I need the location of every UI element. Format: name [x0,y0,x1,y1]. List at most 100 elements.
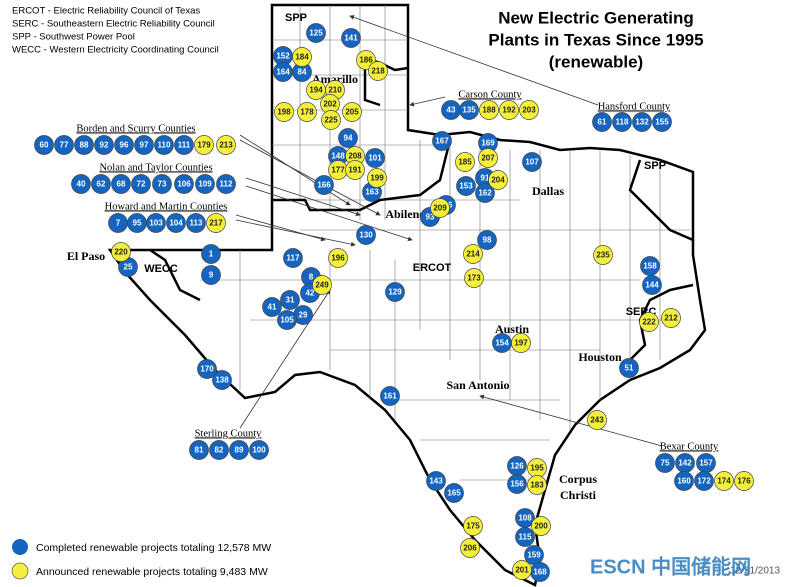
project-marker [314,175,334,195]
project-marker [201,265,221,285]
project-label: 162 [478,189,492,198]
project-marker [146,213,166,233]
project-label: 217 [209,219,223,228]
project-label: 108 [518,514,532,523]
project-label: 206 [463,544,477,553]
project-marker [499,100,519,120]
project-label: 112 [220,180,233,189]
project-label: 175 [466,522,480,531]
county-label: Hansford County [598,101,671,112]
project-marker [321,110,341,130]
project-marker [714,471,734,491]
project-label: 111 [178,141,191,150]
project-marker [338,128,358,148]
project-label: 95 [133,219,142,228]
project-label: 200 [534,522,548,531]
project-label: 176 [737,477,751,486]
project-marker [134,135,154,155]
city-label: Dallas [532,184,564,198]
project-label: 214 [466,250,480,259]
project-label: 88 [80,141,89,150]
city-label: Christi [560,488,597,502]
project-marker [652,112,672,132]
project-label: 125 [309,29,323,38]
project-marker [292,47,312,67]
project-marker [694,471,714,491]
project-label: 42 [306,289,315,298]
project-label: 192 [502,106,516,115]
project-marker [531,516,551,536]
project-marker [426,471,446,491]
project-label: 161 [383,392,397,401]
project-label: 235 [596,251,610,260]
project-marker [195,174,215,194]
city-label: Corpus [559,472,597,486]
project-label: 25 [124,263,133,272]
project-label: 84 [298,68,307,77]
project-label: 188 [482,106,496,115]
project-marker [522,152,542,172]
project-marker [655,453,675,473]
project-label: 204 [491,176,505,185]
project-label: 1 [209,250,214,259]
project-label: 103 [149,219,163,228]
project-marker [71,174,91,194]
project-label: 165 [447,489,461,498]
project-label: 194 [309,86,323,95]
project-marker [356,225,376,245]
project-label: 220 [114,248,128,257]
project-marker [280,290,300,310]
project-label: 164 [276,68,290,77]
project-label: 169 [481,139,495,148]
project-label: 143 [429,477,443,486]
region-label: SPP [644,160,666,172]
project-label: 101 [368,154,382,163]
region-label: ERCOT [413,262,452,274]
project-label: 68 [117,180,126,189]
project-label: 104 [169,219,183,228]
project-marker [365,148,385,168]
key-line: SERC - Southeastern Electric Reliability… [12,19,215,30]
project-label: 118 [616,118,629,127]
project-label: 197 [514,339,528,348]
project-label: 159 [527,551,541,560]
project-label: 179 [197,141,211,150]
project-label: 144 [645,281,659,290]
project-label: 60 [40,141,49,150]
project-marker [131,174,151,194]
project-marker [460,538,480,558]
project-marker [328,248,348,268]
project-marker [463,516,483,536]
project-label: 168 [533,568,547,577]
project-marker [368,61,388,81]
project-label: 155 [655,118,669,127]
project-label: 113 [190,219,203,228]
project-marker [639,312,659,332]
project-label: 41 [268,303,277,312]
project-marker [632,112,652,132]
project-marker [463,244,483,264]
city-label: San Antonio [446,378,509,392]
project-label: 173 [467,274,481,283]
project-marker [111,242,131,262]
project-label: 243 [590,416,604,425]
project-marker [612,112,632,132]
project-marker [74,135,94,155]
map-title: New Electric Generating [498,8,694,27]
project-marker [277,310,297,330]
project-marker [189,440,209,460]
project-marker [306,23,326,43]
project-marker [734,471,754,491]
legend-label: Completed renewable projects totaling 12… [36,542,271,554]
project-label: 115 [519,533,532,542]
watermark: ESCN 中国储能网 [590,554,751,578]
project-label: 186 [359,56,373,65]
project-label: 109 [198,180,212,189]
key-line: WECC - Western Electricity Coordinating … [12,45,219,56]
project-marker [519,100,539,120]
project-label: 40 [77,180,86,189]
project-marker [54,135,74,155]
project-marker [216,174,236,194]
county-label: Nolan and Taylor Counties [99,162,212,173]
project-marker [488,170,508,190]
